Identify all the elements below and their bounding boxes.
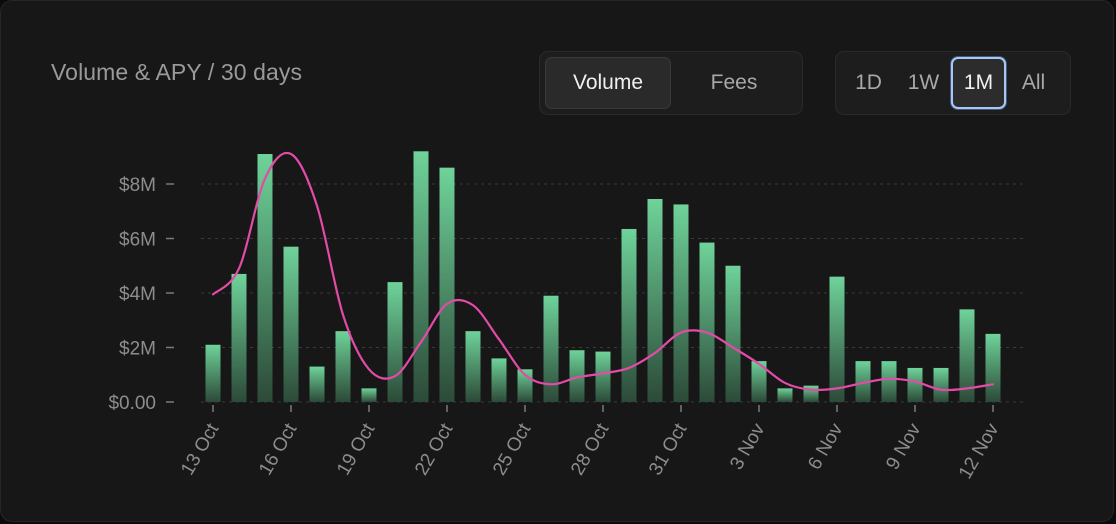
volume-bar (595, 351, 611, 402)
y-tick-label: $2M (119, 339, 156, 360)
volume-bar (829, 276, 845, 402)
volume-bar (309, 366, 325, 402)
x-tick-label: 19 Oct (333, 419, 380, 479)
apy-line-path (211, 151, 995, 392)
range-1d-button[interactable]: 1D (841, 57, 896, 109)
x-tick-label: 9 Nov (882, 420, 925, 474)
volume-tab[interactable]: Volume (545, 57, 671, 109)
x-axis: 13 Oct 16 Oct 19 Oct 22 Oct 25 Oct 28 Oct 31 O… (177, 405, 1004, 483)
volume-bar (205, 344, 221, 402)
volume-bar (439, 167, 455, 402)
volume-bar (569, 350, 585, 402)
volume-bar (257, 154, 273, 402)
volume-bar (621, 228, 637, 402)
y-tick-label: $0.00 (108, 393, 156, 414)
volume-bar (413, 151, 429, 402)
volume-bar (231, 273, 247, 402)
x-tick-label: 28 Oct (567, 419, 614, 479)
volume-bar (985, 333, 1001, 402)
x-tick-label: 3 Nov (726, 420, 769, 474)
fees-tab[interactable]: Fees (671, 57, 797, 109)
x-tick-label: 12 Nov (955, 420, 1004, 483)
volume-bar (387, 282, 403, 402)
grid-lines (201, 183, 1027, 403)
range-1m-button[interactable]: 1M (951, 57, 1006, 109)
x-tick-label: 25 Oct (489, 419, 536, 479)
apy-line (211, 151, 995, 392)
volume-bar (881, 361, 897, 402)
volume-bar (335, 331, 351, 402)
x-tick-label: 6 Nov (804, 420, 847, 474)
y-tick-label: $4M (119, 284, 156, 305)
range-all-button[interactable]: All (1006, 57, 1061, 109)
metric-toggle: Volume Fees (539, 51, 803, 115)
y-tick-label: $6M (119, 230, 156, 251)
volume-bar (959, 309, 975, 402)
range-toggle: 1D 1W 1M All (835, 51, 1071, 115)
volume-bars (205, 151, 1001, 402)
volume-bar (777, 388, 793, 402)
x-tick-label: 13 Oct (177, 419, 224, 479)
volume-bar (361, 388, 377, 402)
y-axis: $0.00 $2M $4M $6M $8M (108, 175, 174, 414)
volume-bar (933, 367, 949, 402)
volume-bar (647, 198, 663, 402)
volume-bar (907, 367, 923, 402)
volume-bar (465, 331, 481, 402)
x-tick-label: 22 Oct (411, 419, 458, 479)
x-tick-label: 16 Oct (255, 419, 302, 479)
volume-bar (543, 295, 559, 402)
volume-bar (751, 361, 767, 402)
volume-bar (699, 242, 715, 402)
y-tick-label: $8M (119, 175, 156, 196)
range-1w-button[interactable]: 1W (896, 57, 951, 109)
volume-bar (283, 246, 299, 402)
volume-bar (673, 204, 689, 402)
chart-title: Volume & APY / 30 days (51, 59, 303, 85)
volume-bar (491, 358, 507, 402)
volume-bar (855, 361, 871, 402)
x-tick-label: 31 Oct (645, 419, 692, 479)
volume-bar (725, 265, 741, 402)
